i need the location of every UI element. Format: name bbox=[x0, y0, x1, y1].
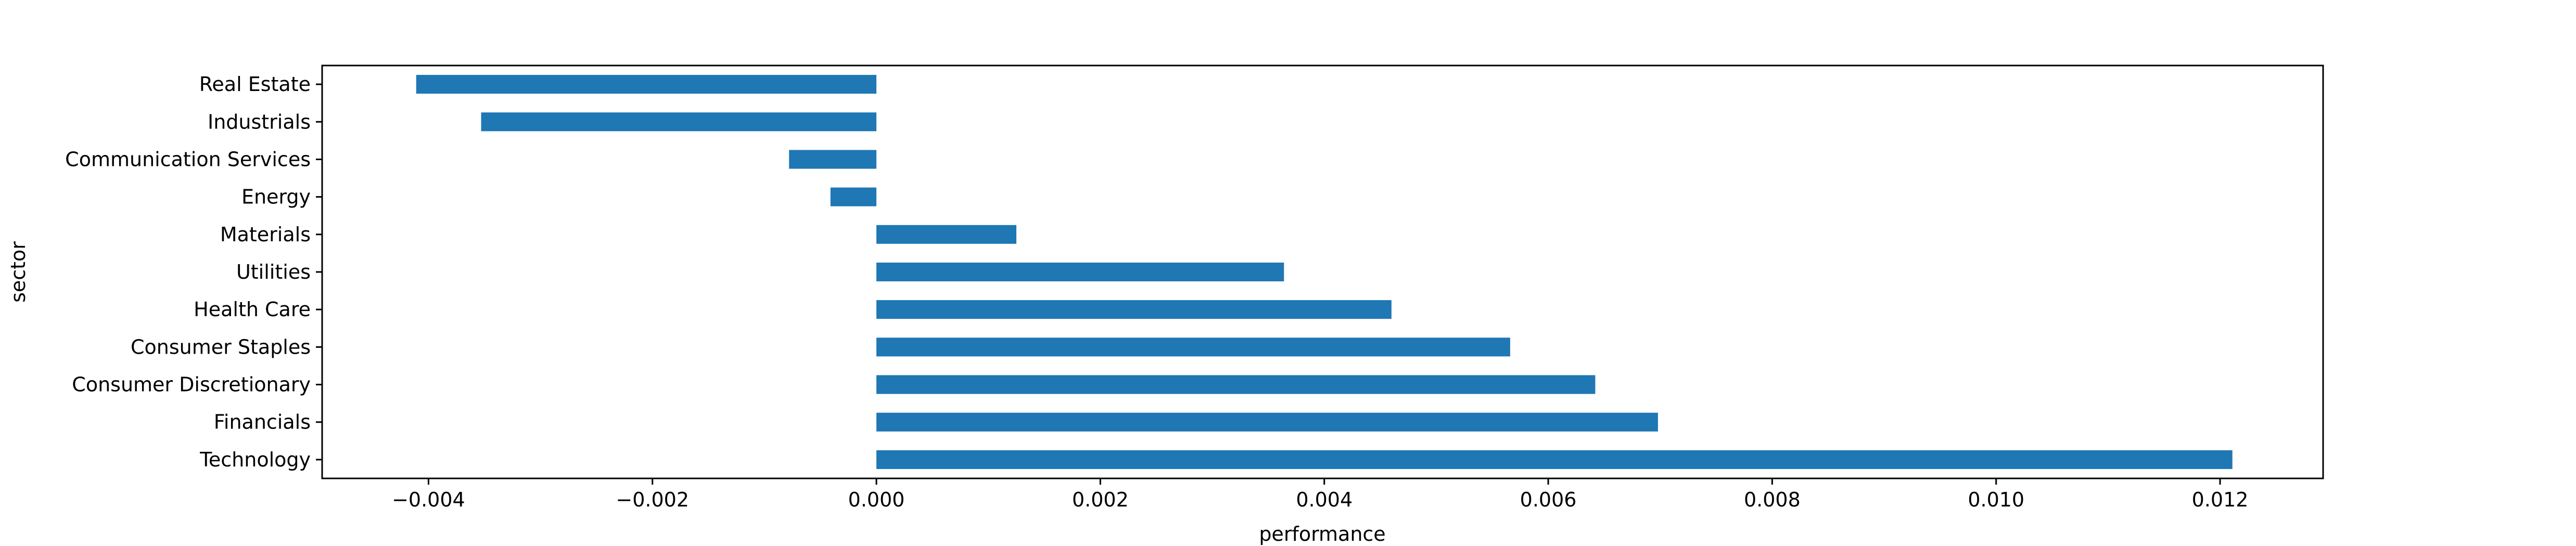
bar-utilities bbox=[876, 262, 1284, 282]
bar-energy bbox=[830, 187, 877, 206]
y-tick-label: Real Estate bbox=[199, 73, 311, 96]
bars-layer bbox=[416, 75, 2233, 469]
bar-financials bbox=[876, 412, 1658, 432]
y-tick-label: Materials bbox=[220, 223, 311, 246]
y-tick-label: Consumer Discretionary bbox=[72, 373, 311, 396]
x-tick-label: 0.000 bbox=[848, 488, 905, 511]
bar-real-estate bbox=[416, 75, 877, 94]
x-tick-label: −0.004 bbox=[392, 488, 465, 511]
y-tick-label: Communication Services bbox=[65, 148, 311, 171]
bar-communication-services bbox=[789, 150, 877, 169]
y-tick-label: Consumer Staples bbox=[131, 335, 311, 358]
y-axis: Real Estate Industrials Communication Serv… bbox=[65, 73, 322, 471]
x-tick-label: 0.010 bbox=[1968, 488, 2024, 511]
x-tick-label: 0.006 bbox=[1520, 488, 1577, 511]
y-tick-label: Utilities bbox=[236, 261, 311, 283]
bar-industrials bbox=[481, 112, 877, 132]
x-tick-label: 0.012 bbox=[2192, 488, 2249, 511]
bar-consumer-discretionary bbox=[876, 375, 1596, 394]
y-tick-label: Industrials bbox=[208, 110, 311, 133]
y-tick-label: Energy bbox=[241, 186, 311, 209]
x-tick-label: 0.002 bbox=[1072, 488, 1129, 511]
x-axis-title: performance bbox=[1259, 523, 1385, 545]
y-axis-title: sector bbox=[7, 241, 30, 303]
bar-materials bbox=[876, 225, 1017, 244]
x-tick-label: −0.002 bbox=[616, 488, 689, 511]
bar-health-care bbox=[876, 300, 1392, 319]
x-tick-label: 0.008 bbox=[1744, 488, 1801, 511]
y-tick-label: Technology bbox=[199, 448, 311, 471]
x-axis: −0.004 −0.002 0.000 0.002 0.004 0.006 0.008 0.0… bbox=[392, 478, 2248, 511]
bar-technology bbox=[876, 450, 2233, 469]
bar-consumer-staples bbox=[876, 337, 1510, 357]
y-tick-label: Health Care bbox=[194, 298, 311, 321]
y-tick-label: Financials bbox=[214, 411, 311, 434]
x-tick-label: 0.004 bbox=[1296, 488, 1353, 511]
